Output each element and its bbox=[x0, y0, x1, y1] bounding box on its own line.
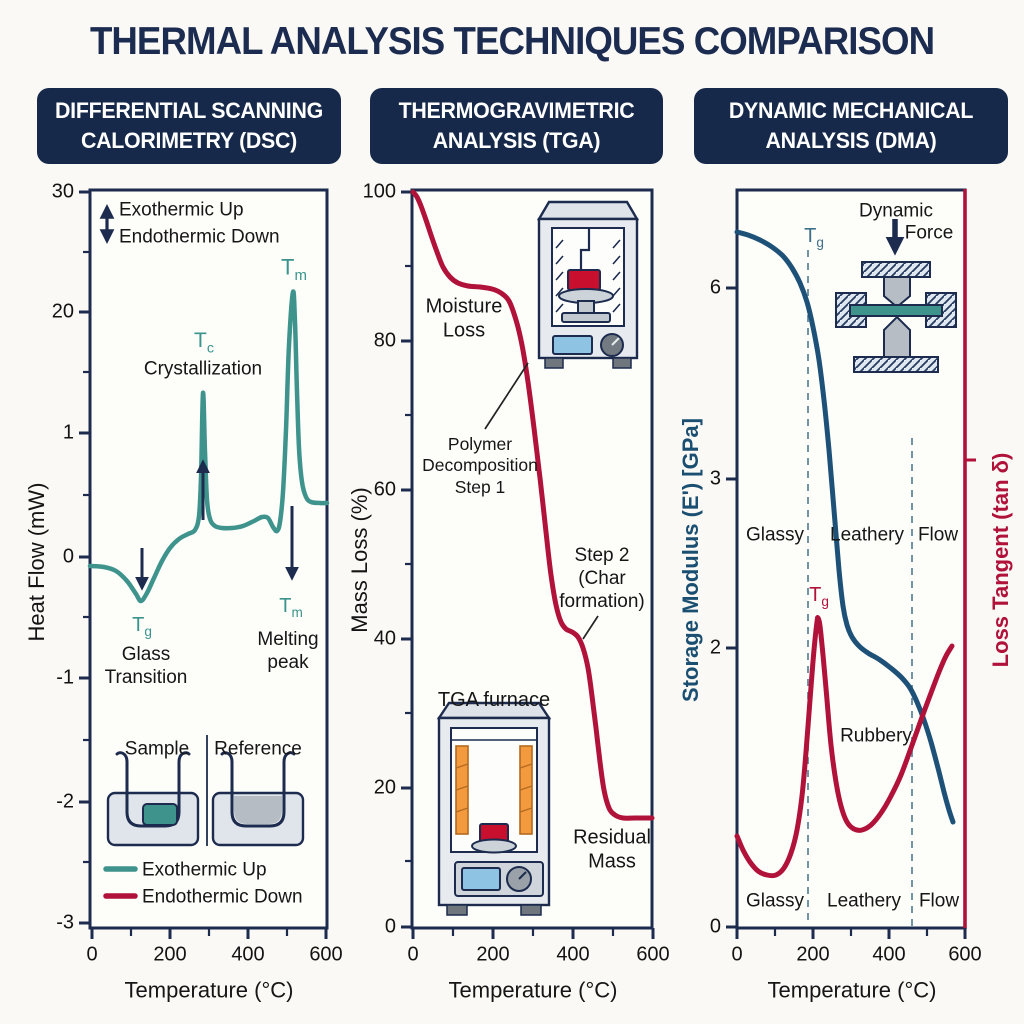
tick-label: 0 bbox=[731, 943, 743, 966]
dma-storage-modulus-curve bbox=[734, 229, 956, 825]
figure-title: THERMAL ANALYSIS TECHNIQUES COMPARISON bbox=[89, 20, 935, 63]
flow-region-label: Flow bbox=[917, 524, 959, 546]
dma-tg-top-label: Tg bbox=[804, 225, 824, 251]
moisture-loss-label: Moisture Loss bbox=[425, 295, 503, 342]
tick-label: 20 bbox=[373, 776, 396, 799]
tc-label: Tc bbox=[194, 329, 214, 357]
legend-endothermic-label: Endothermic Down bbox=[142, 886, 303, 908]
polymer-pointer-line bbox=[484, 362, 529, 430]
tick-label: 0 bbox=[86, 943, 98, 966]
dsc-axis-ticks bbox=[79, 190, 328, 939]
annotation-arrows bbox=[99, 204, 905, 640]
dsc-heatflow-curve bbox=[87, 289, 330, 604]
display-screen bbox=[552, 335, 593, 355]
tick-label: -1 bbox=[56, 666, 74, 689]
flow-region-label-bottom: Flow bbox=[918, 890, 960, 912]
dma-axis-ticks bbox=[726, 286, 967, 939]
legend-exothermic-label: Exothermic Up bbox=[142, 859, 267, 881]
tick-label: 2 bbox=[709, 636, 721, 659]
tick-label: 30 bbox=[51, 180, 74, 203]
tm-peak-label: Tm bbox=[281, 254, 307, 285]
tga-microbalance-icon bbox=[536, 200, 640, 369]
dynamic-label: Dynamic bbox=[859, 200, 933, 222]
reference-label: Reference bbox=[214, 738, 302, 760]
tm-lower-label: Tm bbox=[279, 595, 303, 621]
tick-label: 3 bbox=[709, 467, 721, 490]
reference-material bbox=[234, 796, 282, 824]
dma-tg-peak-label: Tg bbox=[809, 584, 829, 610]
step2-pointer-line bbox=[582, 615, 599, 640]
dsc-header: DIFFERENTIAL SCANNING CALORIMETRY (DSC) bbox=[37, 88, 341, 164]
step2-char-label: Step 2 (Char formation) bbox=[559, 545, 645, 613]
dma-x-axis-title: Temperature (°C) bbox=[767, 977, 937, 1003]
tg-label: Tg bbox=[132, 614, 152, 640]
glassy-region-label: Glassy bbox=[745, 524, 805, 546]
tick-label: 20 bbox=[51, 300, 74, 323]
dma-clamp-icon bbox=[835, 261, 957, 373]
tick-label: 0 bbox=[709, 915, 721, 938]
rubbery-region-label: Rubbery bbox=[840, 725, 912, 747]
melting-peak-label: Melting peak bbox=[257, 628, 319, 673]
polymer-decomposition-label: Polymer Decomposition Step 1 bbox=[422, 433, 538, 497]
tick-label: 200 bbox=[153, 943, 187, 966]
tick-label: 0 bbox=[407, 943, 419, 966]
tick-label: 400 bbox=[872, 943, 906, 966]
force-label: Force bbox=[904, 222, 954, 244]
dma-right-y-axis-title: Loss Tangent (tan δ) bbox=[988, 452, 1013, 668]
tick-label: 80 bbox=[373, 329, 396, 352]
exo-endo-note: Exothermic Up Endothermic Down bbox=[119, 199, 280, 247]
dma-sample-bar bbox=[849, 304, 943, 317]
tick-label: 0 bbox=[62, 545, 74, 568]
dsc-x-axis-title: Temperature (°C) bbox=[124, 977, 294, 1003]
tick-label: 400 bbox=[231, 943, 265, 966]
tick-label: 0 bbox=[384, 915, 396, 938]
glassy-region-label-bottom: Glassy bbox=[745, 890, 805, 912]
tick-label: 200 bbox=[796, 943, 830, 966]
dma-header: DYNAMIC MECHANICAL ANALYSIS (DMA) bbox=[694, 88, 1008, 164]
tga-x-axis-title: Temperature (°C) bbox=[448, 977, 618, 1003]
tick-label: 100 bbox=[362, 180, 396, 203]
tga-header: THERMOGRAVIMETRIC ANALYSIS (TGA) bbox=[370, 88, 663, 164]
tick-label: -3 bbox=[56, 911, 74, 934]
dma-left-y-axis-title: Storage Modulus (E') [GPa] bbox=[678, 418, 703, 702]
dma-region-dividers bbox=[807, 250, 913, 926]
tick-label: 40 bbox=[373, 627, 396, 650]
tick-label: -2 bbox=[56, 790, 74, 813]
tga-furnace-label: TGA furnace bbox=[437, 688, 551, 711]
tick-label: 400 bbox=[556, 943, 590, 966]
tick-label: 1 bbox=[62, 421, 74, 444]
glass-transition-label: Glass Transition bbox=[104, 643, 188, 688]
tick-label: 60 bbox=[373, 478, 396, 501]
tick-label: 200 bbox=[476, 943, 510, 966]
tga-axis-ticks bbox=[401, 190, 655, 939]
crystallization-label: Crystallization bbox=[143, 358, 263, 380]
tick-label: 600 bbox=[636, 943, 670, 966]
tga-furnace-icon bbox=[436, 701, 552, 916]
display-screen bbox=[461, 867, 501, 891]
dsc-crucible-inset bbox=[103, 735, 305, 899]
sample-label: Sample bbox=[124, 738, 190, 760]
tga-y-axis-title: Mass Loss (%) bbox=[347, 487, 372, 633]
dsc-y-axis-title: Heat Flow (mW) bbox=[24, 482, 49, 642]
tga-massloss-curve bbox=[410, 189, 655, 821]
tick-label: 600 bbox=[948, 943, 982, 966]
dma-loss-tangent-curve bbox=[734, 615, 955, 879]
sample-material bbox=[142, 803, 178, 826]
leathery-region-label-bottom: Leathery bbox=[827, 890, 901, 912]
tick-label: 600 bbox=[309, 943, 343, 966]
residual-mass-label: Residual Mass bbox=[573, 826, 651, 873]
tick-label: 6 bbox=[709, 276, 721, 299]
sample-block bbox=[567, 269, 601, 291]
heating-elements bbox=[455, 745, 533, 835]
leathery-region-label: Leathery bbox=[830, 524, 904, 546]
